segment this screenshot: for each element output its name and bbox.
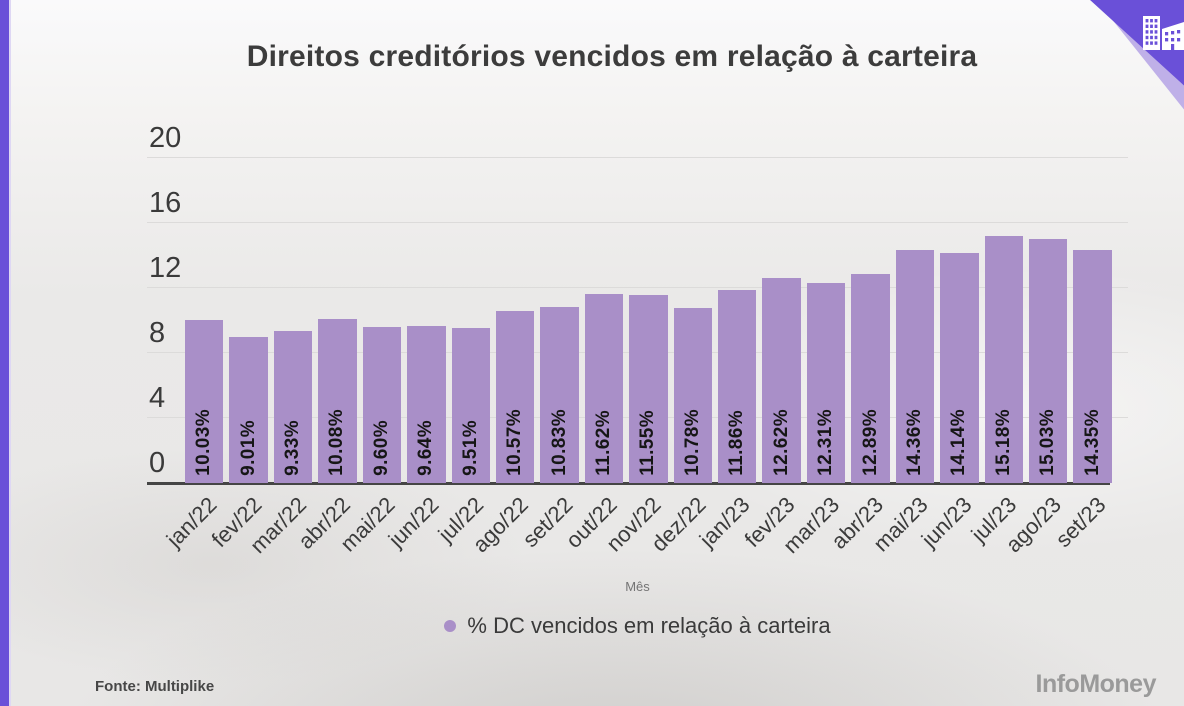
bar-value-label: 12.89% bbox=[859, 409, 881, 476]
x-axis-tick-label: jan/23 bbox=[694, 492, 755, 553]
bar: 15.18% bbox=[984, 236, 1024, 483]
bar: 9.51% bbox=[451, 328, 490, 483]
y-axis-tick-label: 0 bbox=[149, 447, 166, 479]
bar-value-label: 10.57% bbox=[504, 409, 526, 476]
x-axis-tick-label: jun/23 bbox=[916, 492, 978, 553]
bar: 10.83% bbox=[540, 307, 579, 483]
x-axis-tick-label: set/23 bbox=[1050, 492, 1111, 553]
bar-value-label: 10.03% bbox=[193, 409, 215, 476]
legend: % DC vencidos em relação à carteira bbox=[147, 613, 1128, 639]
bar: 11.55% bbox=[629, 295, 668, 483]
bar-value-label: 9.60% bbox=[370, 420, 392, 476]
x-axis-tick-label: jan/22 bbox=[161, 492, 222, 553]
bar-value-label: 9.64% bbox=[415, 420, 437, 476]
gridline bbox=[147, 157, 1128, 158]
bar-value-label: 11.62% bbox=[593, 410, 614, 476]
bar: 10.03% bbox=[185, 320, 224, 483]
gridline bbox=[147, 287, 1128, 288]
bar: 14.36% bbox=[895, 249, 935, 483]
x-axis-title: Mês bbox=[625, 579, 650, 594]
bar-value-label: 15.18% bbox=[992, 409, 1014, 476]
bars-layer: 10.03% 9.01% 9.33% 10.08% 9.60% 9.64% 9.51% 10.… bbox=[185, 158, 1112, 483]
bar: 9.60% bbox=[362, 327, 402, 483]
gridline bbox=[147, 222, 1128, 223]
y-axis-tick-label: 12 bbox=[149, 252, 182, 284]
chart-title: Direitos creditórios vencidos em relação… bbox=[246, 40, 978, 73]
bar-value-label: 10.08% bbox=[326, 409, 348, 476]
legend-marker-icon bbox=[444, 620, 457, 632]
bar-value-label: 14.36% bbox=[903, 409, 925, 476]
bar: 9.01% bbox=[229, 336, 268, 483]
bar: 10.08% bbox=[318, 319, 357, 483]
corner-decoration bbox=[1062, 0, 1184, 114]
bar: 11.62% bbox=[584, 294, 624, 483]
bar: 9.64% bbox=[407, 326, 446, 483]
bar-value-label: 10.83% bbox=[548, 409, 570, 476]
left-accent-stripe bbox=[0, 0, 9, 706]
bar-value-label: 9.33% bbox=[282, 420, 304, 476]
bar-value-label: 14.35% bbox=[1081, 409, 1103, 476]
x-axis-tick-label: jun/22 bbox=[383, 492, 444, 553]
bar-value-label: 9.51% bbox=[459, 420, 481, 476]
bar: 12.89% bbox=[851, 273, 890, 483]
bar: 10.78% bbox=[673, 307, 713, 483]
bar-value-label: 12.31% bbox=[815, 409, 837, 476]
bar: 12.31% bbox=[806, 282, 846, 483]
bar: 15.03% bbox=[1029, 238, 1068, 483]
y-axis-tick-label: 16 bbox=[149, 187, 182, 219]
bar-value-label: 11.55% bbox=[637, 410, 659, 476]
bar-value-label: 9.01% bbox=[237, 420, 259, 476]
bar-chart: 20 16 12 8 4 0 10.03% 9.01% 9.33% 10.08% 9.60% 9.6… bbox=[147, 124, 1128, 638]
infomoney-logo: InfoMoney bbox=[1035, 670, 1157, 698]
bar: 9.33% bbox=[273, 331, 313, 483]
bar-value-label: 10.78% bbox=[681, 409, 703, 476]
y-axis-tick-label: 4 bbox=[149, 382, 166, 414]
bar: 14.14% bbox=[940, 253, 979, 483]
bar: 12.62% bbox=[762, 277, 801, 483]
bar-value-label: 14.14% bbox=[948, 409, 970, 476]
bar: 10.57% bbox=[495, 311, 535, 483]
buildings-icon bbox=[1143, 16, 1184, 50]
bar-value-label: 15.03% bbox=[1037, 409, 1059, 476]
bar: 14.35% bbox=[1073, 249, 1112, 483]
y-axis-tick-label: 8 bbox=[149, 317, 166, 349]
bar-value-label: 12.62% bbox=[770, 409, 792, 476]
y-axis-tick-label: 20 bbox=[149, 122, 182, 154]
source-credit: Fonte: Multiplike bbox=[95, 678, 215, 695]
x-axis-line bbox=[147, 482, 1110, 485]
bar-value-label: 11.86% bbox=[726, 410, 748, 476]
legend-label: % DC vencidos em relação à carteira bbox=[467, 613, 831, 638]
bar: 11.86% bbox=[718, 290, 757, 483]
